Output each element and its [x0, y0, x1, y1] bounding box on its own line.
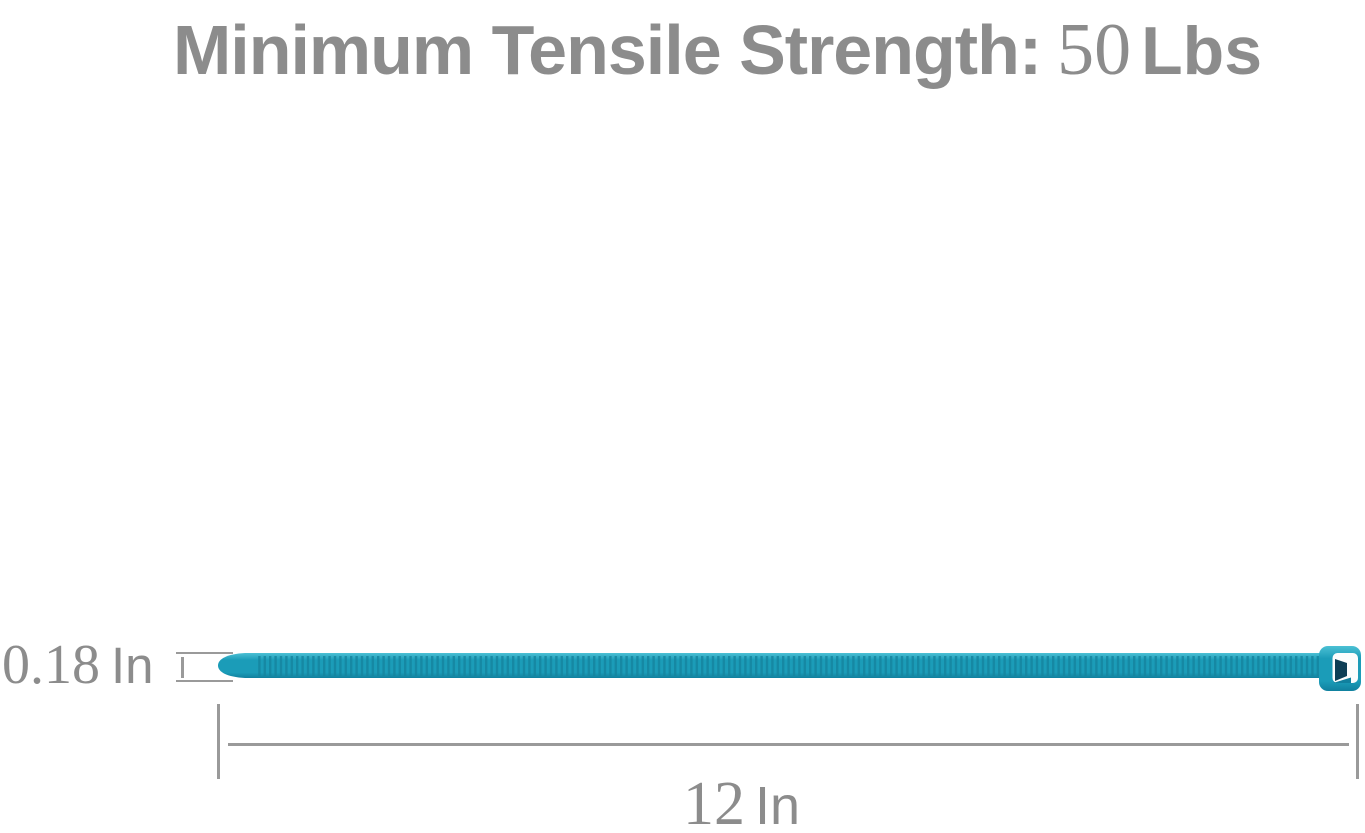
length-dimension-right-tick [1356, 704, 1359, 779]
length-dimension-label: 12 In [0, 773, 1365, 833]
title-strength-unit: Lbs [1141, 13, 1263, 89]
width-value: 0.18 [2, 634, 100, 696]
cable-tie-graphic [218, 646, 1361, 691]
width-unit: In [111, 637, 154, 694]
cable-tie-ribs [257, 656, 1319, 676]
length-unit: In [754, 776, 801, 833]
length-dimension-line [228, 743, 1349, 746]
length-value: 12 [682, 770, 745, 833]
cable-tie-pawl [1335, 659, 1347, 681]
cable-tie-slot-tongue [1333, 677, 1351, 683]
width-bracket-bottom-line [176, 680, 233, 682]
width-dimension-label: 0.18 In [2, 636, 154, 708]
length-dimension-left-tick [217, 704, 220, 779]
width-bracket-top-line [176, 652, 233, 654]
tensile-strength-title: Minimum Tensile Strength: 50 Lbs [0, 4, 1365, 116]
width-bracket-tick [181, 657, 184, 678]
title-text: Minimum Tensile Strength: [172, 11, 1042, 89]
title-strength-value: 50 [1057, 9, 1132, 91]
